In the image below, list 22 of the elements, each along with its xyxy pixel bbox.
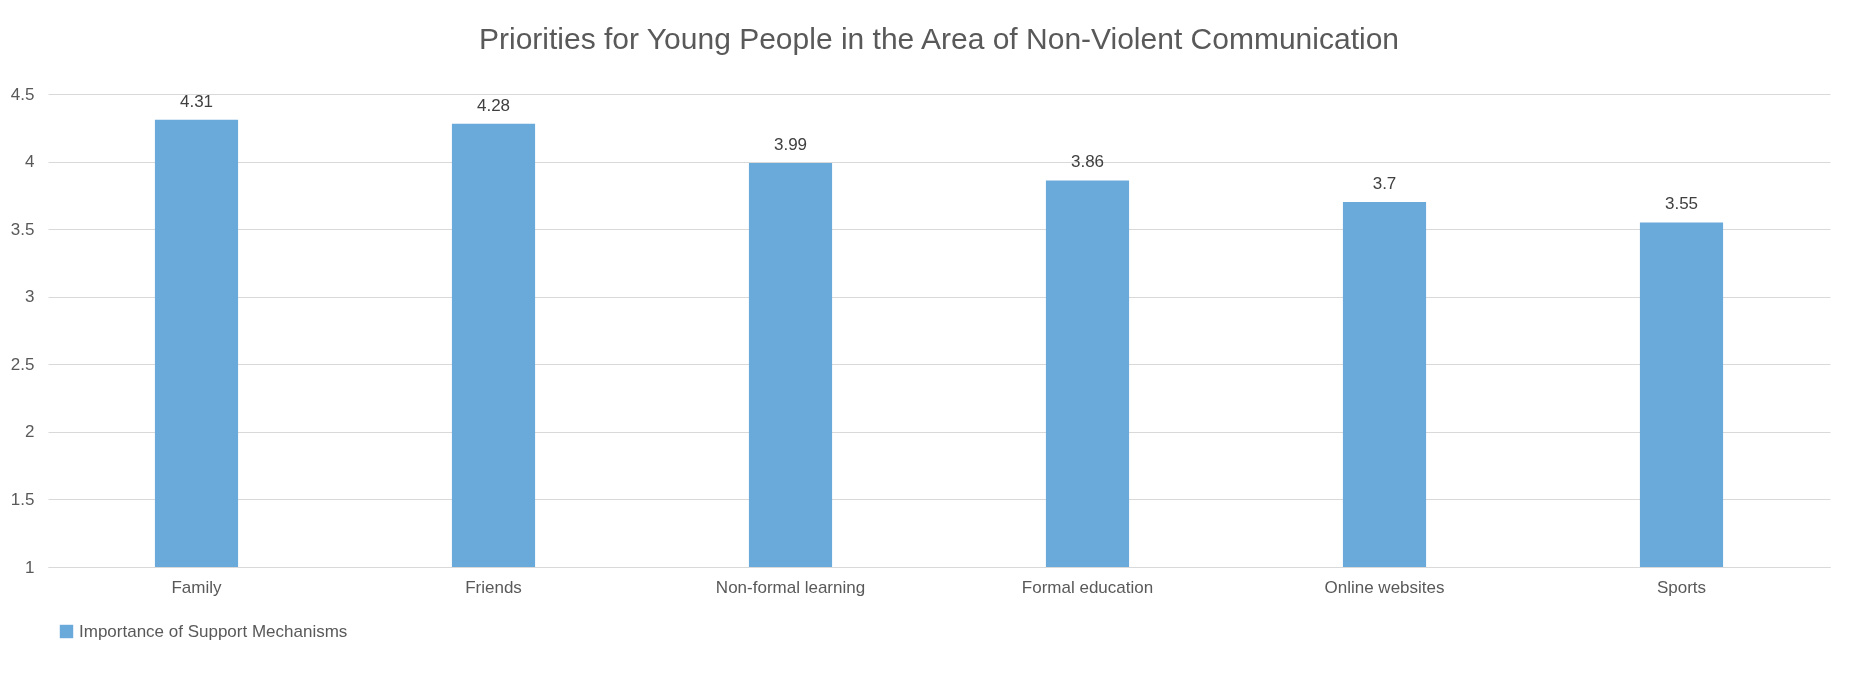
data-label: 4.31 (179, 91, 214, 111)
chart-title: Priorities for Young People in the Area of Non-Violent Communication (479, 22, 1399, 55)
y-tick-label: 3 (25, 287, 35, 307)
y-tick-label: 1.5 (10, 489, 35, 509)
x-tick-label: Online websites (1324, 577, 1445, 597)
y-tick-label: 4.5 (10, 84, 35, 104)
data-label: 3.86 (1070, 152, 1105, 172)
y-tick-label: 3.5 (10, 219, 35, 239)
y-tick-label: 2.5 (10, 354, 35, 374)
x-tick-label: Formal education (1021, 577, 1154, 597)
data-label: 3.99 (773, 134, 808, 154)
x-tick-label: Family (171, 577, 223, 597)
legend-label: Importance of Support Mechanisms (79, 621, 348, 641)
x-tick-label: Sports (1656, 577, 1707, 597)
data-label: 4.28 (476, 95, 511, 115)
y-tick-label: 1 (25, 557, 35, 577)
y-tick-label: 4 (25, 152, 35, 172)
data-label: 3.55 (1664, 194, 1699, 214)
data-label: 3.7 (1372, 174, 1397, 194)
y-tick-label: 2 (25, 422, 35, 442)
x-tick-label: Friends (465, 577, 522, 597)
x-tick-label: Non-formal learning (715, 577, 866, 597)
